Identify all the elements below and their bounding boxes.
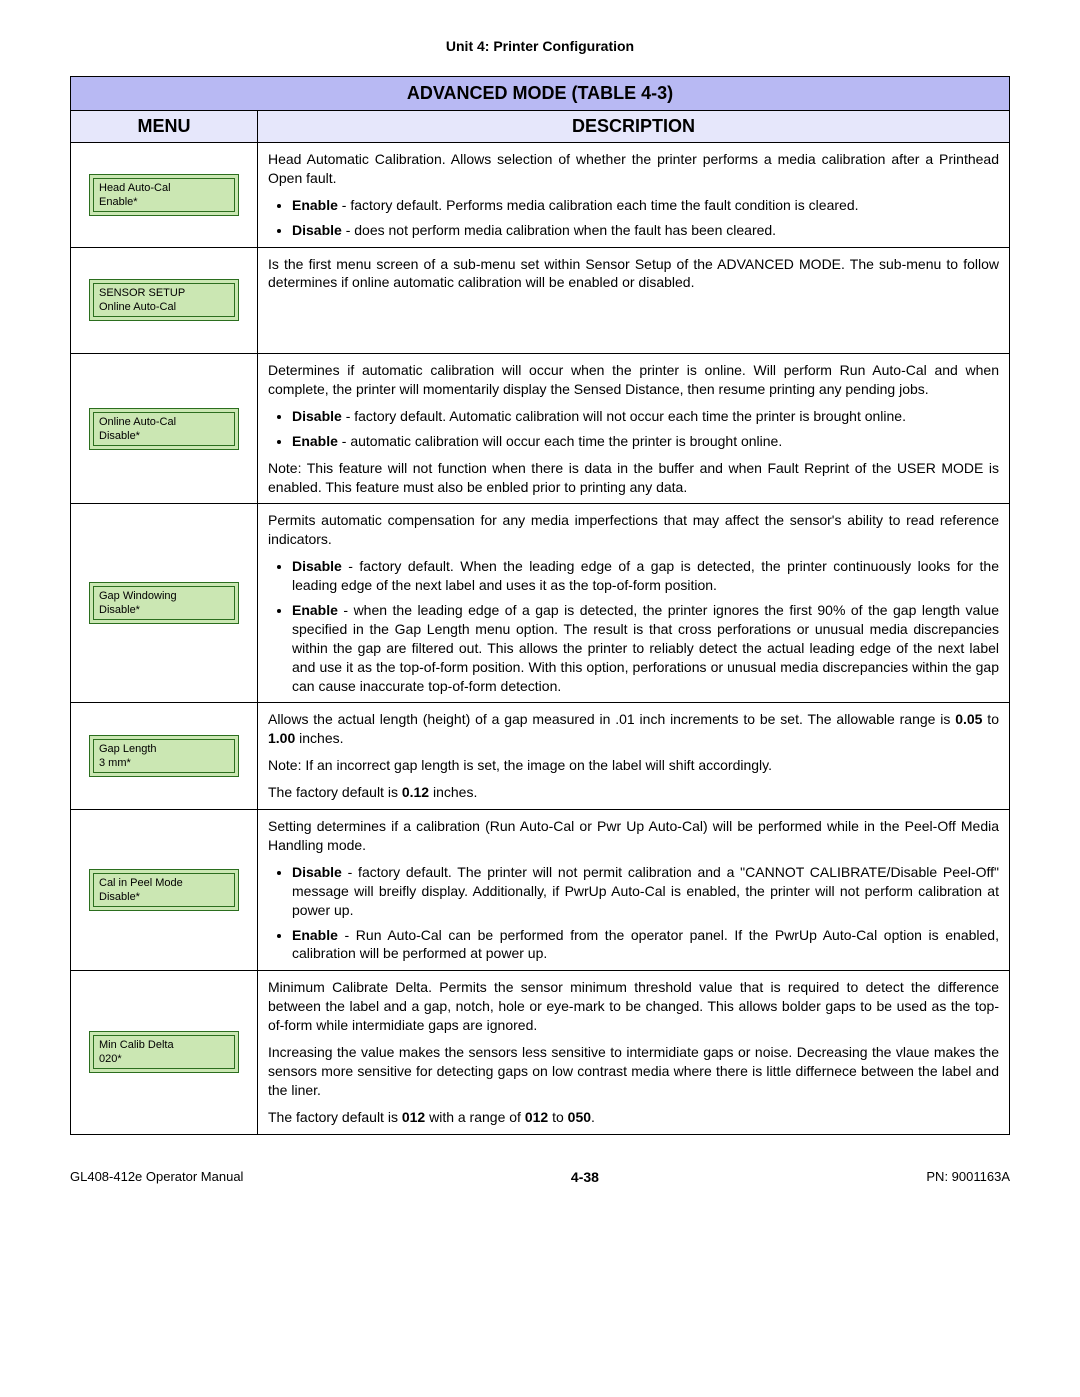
table-row: Min Calib Delta020* Minimum Calibrate Del… [71,971,1010,1134]
menu-line1: Head Auto-Cal [99,181,229,195]
menu-line2: Online Auto-Cal [99,300,229,314]
menu-line2: Enable* [99,195,229,209]
menu-box: Gap WindowingDisable* [89,582,239,624]
menu-cell: Gap WindowingDisable* [71,504,258,703]
unit-header: Unit 4: Printer Configuration [70,38,1010,54]
description-cell: Allows the actual length (height) of a g… [258,703,1010,810]
table-row: Cal in Peel ModeDisable* Setting determin… [71,810,1010,971]
table-row: Gap WindowingDisable* Permits automatic c… [71,504,1010,703]
menu-box-inner: Head Auto-CalEnable* [93,178,235,212]
menu-line1: Online Auto-Cal [99,415,229,429]
advanced-mode-table: ADVANCED MODE (TABLE 4-3) MENU DESCRIPTI… [70,76,1010,1135]
menu-line2: 020* [99,1052,229,1066]
menu-box: SENSOR SETUPOnline Auto-Cal [89,279,239,321]
menu-line1: SENSOR SETUP [99,286,229,300]
menu-line1: Gap Length [99,742,229,756]
table-row: Gap Length3 mm* Allows the actual length … [71,703,1010,810]
table-row: SENSOR SETUPOnline Auto-Cal Is the first … [71,247,1010,354]
footer-left: GL408-412e Operator Manual [70,1169,243,1185]
menu-line2: Disable* [99,890,229,904]
description-cell: Head Automatic Calibration. Allows selec… [258,143,1010,248]
menu-line1: Cal in Peel Mode [99,876,229,890]
col-header-description: DESCRIPTION [258,111,1010,143]
menu-line1: Min Calib Delta [99,1038,229,1052]
description-cell: Setting determines if a calibration (Run… [258,810,1010,971]
footer-page-number: 4-38 [571,1169,599,1185]
menu-cell: Min Calib Delta020* [71,971,258,1134]
menu-box-inner: Cal in Peel ModeDisable* [93,873,235,907]
menu-box-inner: Min Calib Delta020* [93,1035,235,1069]
menu-cell: SENSOR SETUPOnline Auto-Cal [71,247,258,354]
table-title: ADVANCED MODE (TABLE 4-3) [71,77,1010,111]
description-cell: Permits automatic compensation for any m… [258,504,1010,703]
menu-cell: Online Auto-CalDisable* [71,354,258,504]
description-cell: Is the first menu screen of a sub-menu s… [258,247,1010,354]
menu-cell: Cal in Peel ModeDisable* [71,810,258,971]
description-cell: Determines if automatic calibration will… [258,354,1010,504]
menu-box: Online Auto-CalDisable* [89,408,239,450]
menu-line2: 3 mm* [99,756,229,770]
menu-box-inner: Online Auto-CalDisable* [93,412,235,446]
description-cell: Minimum Calibrate Delta. Permits the sen… [258,971,1010,1134]
menu-box: Min Calib Delta020* [89,1031,239,1073]
table-row: Head Auto-CalEnable* Head Automatic Calib… [71,143,1010,248]
menu-cell: Gap Length3 mm* [71,703,258,810]
table-row: Online Auto-CalDisable* Determines if aut… [71,354,1010,504]
menu-box-inner: Gap Length3 mm* [93,739,235,773]
col-header-menu: MENU [71,111,258,143]
menu-cell: Head Auto-CalEnable* [71,143,258,248]
menu-line2: Disable* [99,429,229,443]
menu-box: Head Auto-CalEnable* [89,174,239,216]
footer-right: PN: 9001163A [926,1169,1010,1185]
menu-line2: Disable* [99,603,229,617]
menu-box-inner: SENSOR SETUPOnline Auto-Cal [93,283,235,317]
menu-line1: Gap Windowing [99,589,229,603]
menu-box-inner: Gap WindowingDisable* [93,586,235,620]
page-footer: GL408-412e Operator Manual 4-38 PN: 9001… [70,1169,1010,1185]
menu-box: Cal in Peel ModeDisable* [89,869,239,911]
menu-box: Gap Length3 mm* [89,735,239,777]
